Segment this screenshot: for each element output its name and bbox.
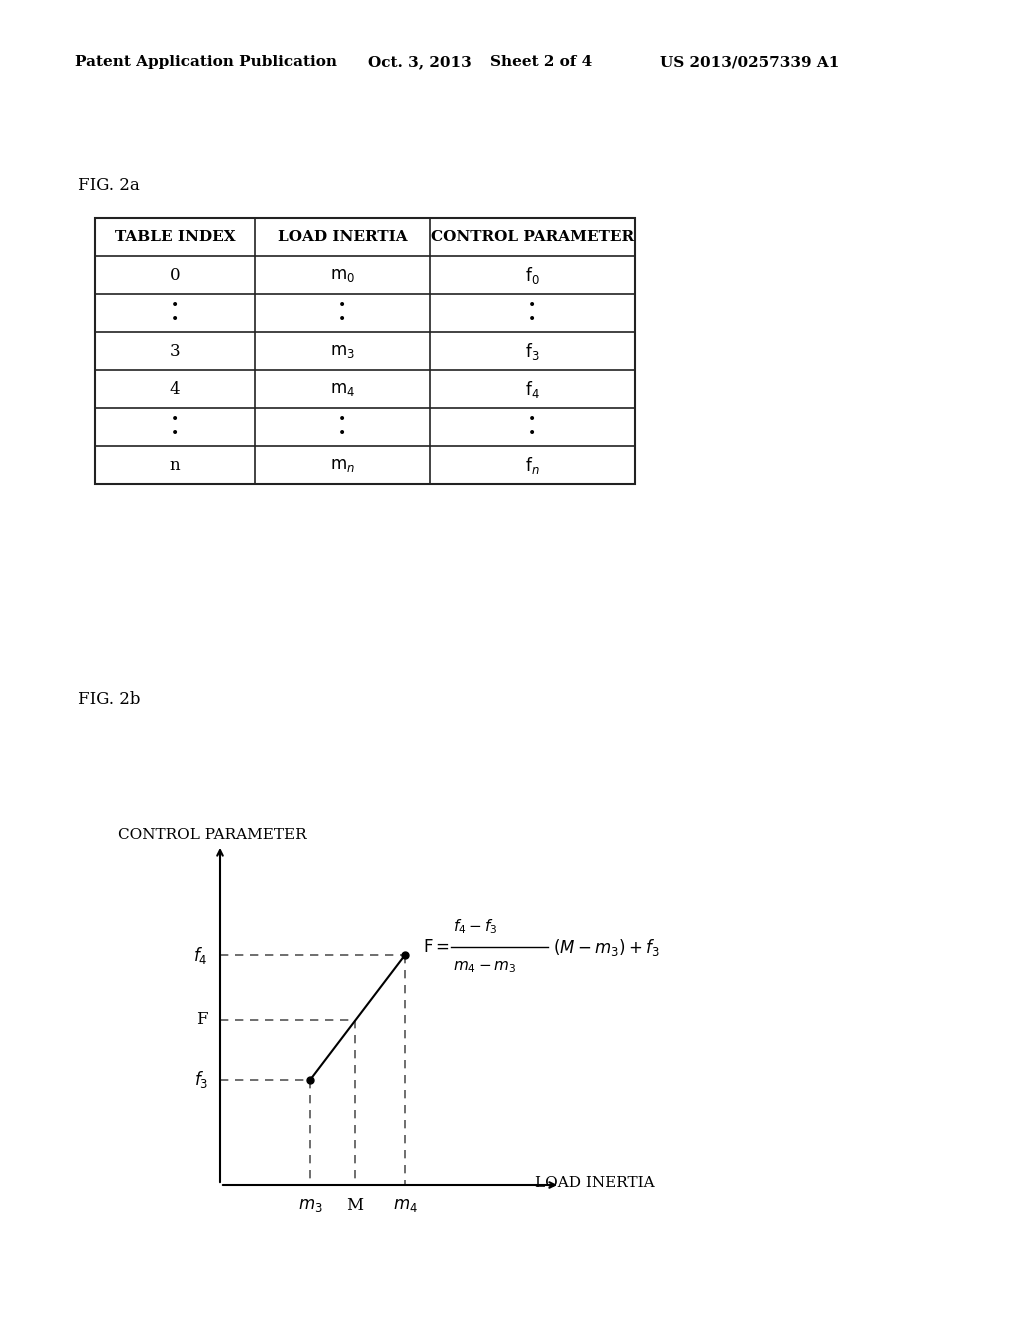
Text: •: • <box>528 426 537 441</box>
Text: $\mathrm{f}_{4}$: $\mathrm{f}_{4}$ <box>525 379 540 400</box>
Text: $f_3$: $f_3$ <box>194 1069 208 1090</box>
Text: FIG. 2b: FIG. 2b <box>78 692 140 709</box>
Text: •: • <box>338 426 347 441</box>
Text: $m_3$: $m_3$ <box>298 1196 323 1213</box>
Text: $\mathrm{f}_{3}$: $\mathrm{f}_{3}$ <box>525 341 540 362</box>
Text: M: M <box>346 1196 364 1213</box>
Text: Sheet 2 of 4: Sheet 2 of 4 <box>490 55 592 69</box>
Text: CONTROL PARAMETER: CONTROL PARAMETER <box>118 828 306 842</box>
Text: •: • <box>338 413 347 426</box>
Text: •: • <box>171 413 179 426</box>
Text: n: n <box>170 457 180 474</box>
Text: •: • <box>528 313 537 327</box>
Text: $\mathrm{m}_{4}$: $\mathrm{m}_{4}$ <box>330 380 355 399</box>
Text: $\mathrm{f}_{n}$: $\mathrm{f}_{n}$ <box>525 454 540 475</box>
Text: $\mathrm{m}_{3}$: $\mathrm{m}_{3}$ <box>330 342 355 360</box>
Text: •: • <box>171 300 179 313</box>
Text: TABLE INDEX: TABLE INDEX <box>115 230 236 244</box>
Text: Patent Application Publication: Patent Application Publication <box>75 55 337 69</box>
Text: $m_4 - m_3$: $m_4 - m_3$ <box>453 960 516 975</box>
Text: 4: 4 <box>170 380 180 397</box>
Text: 3: 3 <box>170 342 180 359</box>
Text: •: • <box>338 313 347 327</box>
Text: •: • <box>528 300 537 313</box>
Text: LOAD INERTIA: LOAD INERTIA <box>536 1176 654 1191</box>
Text: LOAD INERTIA: LOAD INERTIA <box>278 230 408 244</box>
Text: $(M-m_3)+f_3$: $(M-m_3)+f_3$ <box>553 936 659 957</box>
Text: •: • <box>338 300 347 313</box>
Text: •: • <box>528 413 537 426</box>
Text: •: • <box>171 426 179 441</box>
Text: $\mathrm{F=}$: $\mathrm{F=}$ <box>423 939 450 956</box>
Text: Oct. 3, 2013: Oct. 3, 2013 <box>368 55 472 69</box>
Text: •: • <box>171 313 179 327</box>
Text: US 2013/0257339 A1: US 2013/0257339 A1 <box>660 55 840 69</box>
Text: $m_4$: $m_4$ <box>392 1196 418 1213</box>
Text: $\mathrm{m}_{0}$: $\mathrm{m}_{0}$ <box>330 267 355 284</box>
Text: 0: 0 <box>170 267 180 284</box>
Text: $\mathrm{m}_{n}$: $\mathrm{m}_{n}$ <box>330 455 355 474</box>
Text: $f_4$: $f_4$ <box>194 945 208 965</box>
Text: $f_4 - f_3$: $f_4 - f_3$ <box>453 917 498 936</box>
Text: F: F <box>197 1011 208 1028</box>
Bar <box>95 218 635 484</box>
Text: CONTROL PARAMETER: CONTROL PARAMETER <box>431 230 634 244</box>
Text: FIG. 2a: FIG. 2a <box>78 177 139 194</box>
Text: $\mathrm{f}_{0}$: $\mathrm{f}_{0}$ <box>525 264 540 285</box>
